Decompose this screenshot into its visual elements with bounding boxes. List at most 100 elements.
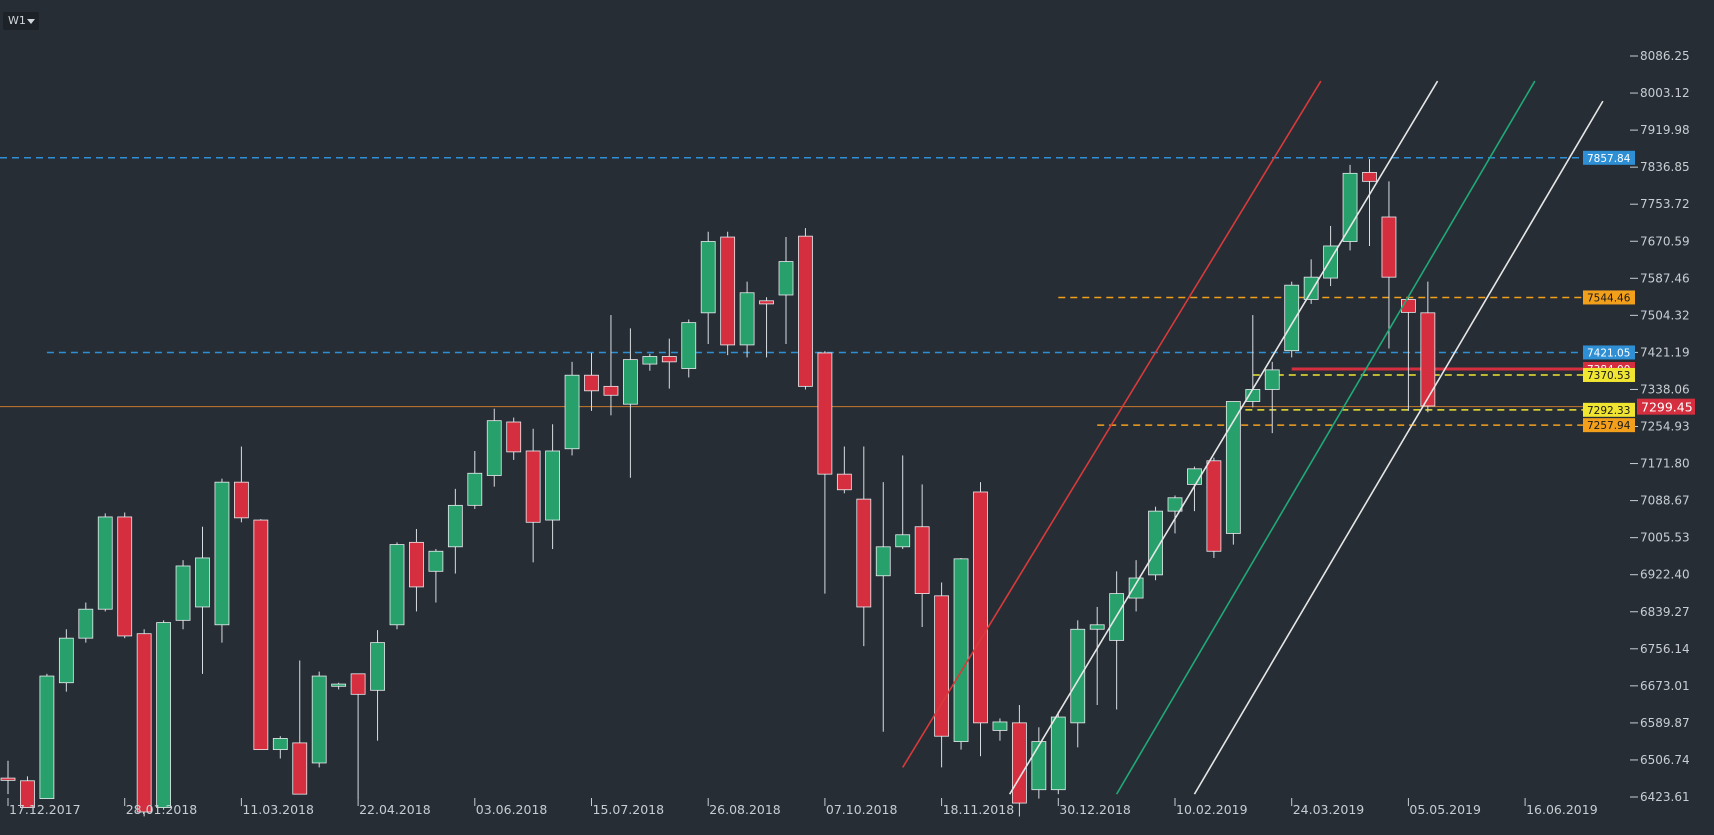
y-tick-label: 6922.40 (1640, 568, 1690, 582)
candle-body (953, 558, 969, 742)
candle-body (1128, 577, 1144, 599)
candle (370, 630, 385, 741)
candle (136, 629, 152, 817)
candle (545, 424, 560, 550)
level-tag-label: 7257.94 (1587, 420, 1631, 432)
candle-body (1031, 741, 1047, 791)
candle (214, 478, 230, 643)
candle (467, 450, 483, 509)
level-price-tag: 7544.46 (1583, 290, 1635, 305)
candle (1381, 181, 1397, 349)
candle-body (1167, 497, 1183, 512)
timeframe-label: W1 (8, 14, 26, 27)
y-tick-label: 6589.87 (1640, 716, 1690, 730)
trend-lines-group (902, 80, 1604, 795)
candle (486, 408, 502, 487)
candle-body (817, 352, 833, 475)
candle (992, 718, 1008, 741)
level-tag-bg (1583, 367, 1635, 382)
chevron-down-icon (27, 19, 35, 24)
candle (1225, 401, 1241, 545)
x-tick-label: 24.03.2019 (1293, 802, 1365, 817)
candle (895, 455, 911, 550)
y-tick-label: 6839.27 (1640, 605, 1690, 619)
candle (875, 482, 891, 732)
candle (39, 673, 55, 800)
candle (447, 488, 463, 574)
x-tick-label: 11.03.2018 (242, 802, 314, 817)
candle-body (914, 526, 930, 594)
level-tag-label: 7421.05 (1587, 347, 1630, 359)
candle-body (856, 498, 872, 608)
y-tick-label: 7254.93 (1640, 420, 1690, 434)
candle-body (1070, 628, 1086, 724)
candle-body (272, 738, 288, 750)
candle-body (1089, 624, 1105, 630)
candle (739, 281, 755, 358)
x-tick-label: 15.07.2018 (593, 802, 665, 817)
candle-body (798, 235, 813, 387)
y-tick-label: 7421.19 (1640, 345, 1690, 359)
candle-body (720, 236, 736, 346)
y-tick-label: 8086.25 (1640, 49, 1690, 63)
level-price-tag: 7857.84 (1583, 150, 1635, 165)
candle (409, 528, 424, 612)
candle-body (1381, 216, 1397, 278)
candle-body (233, 481, 249, 519)
level-tag-bg (1583, 345, 1635, 360)
x-tick-label: 17.12.2017 (9, 802, 81, 817)
y-tick-label: 7088.67 (1640, 494, 1690, 508)
candle (856, 446, 872, 647)
candle (661, 338, 677, 389)
level-tag-bg (1583, 290, 1635, 305)
x-tick-label: 16.06.2019 (1526, 802, 1598, 817)
candle (817, 351, 833, 594)
candle-body (97, 516, 113, 610)
candle-body (447, 504, 463, 548)
candle (1148, 506, 1163, 581)
candle-body (214, 481, 230, 626)
price-tags-group: 7857.847544.467421.057384.007370.537292.… (1583, 150, 1695, 433)
candle-body (681, 322, 697, 369)
y-tick-label: 6423.61 (1640, 790, 1690, 804)
y-tick-label: 6506.74 (1640, 753, 1690, 767)
candle-body (253, 519, 269, 750)
y-tick-label: 7670.59 (1640, 234, 1690, 248)
candle-body (389, 544, 405, 626)
candle-body (292, 742, 308, 795)
candle-body (1206, 460, 1222, 552)
candle-body (175, 565, 191, 621)
candle-body (136, 633, 152, 813)
candle-body (370, 642, 385, 691)
candle-body (486, 420, 502, 476)
candle-body (778, 261, 794, 296)
y-tick-label: 7587.46 (1640, 271, 1690, 285)
candle (311, 671, 327, 768)
candle-body (78, 608, 94, 639)
timeframe-selector[interactable]: W1 (3, 12, 39, 30)
candle-body (973, 491, 988, 724)
x-tick-label: 07.10.2018 (826, 802, 898, 817)
level-tag-bg (1583, 150, 1635, 165)
candle-body (836, 473, 852, 491)
candle (584, 352, 599, 411)
x-tick-label: 30.12.2018 (1059, 802, 1131, 817)
y-tick-label: 7836.85 (1640, 160, 1690, 174)
candle-body (311, 675, 327, 764)
candle-body (661, 356, 677, 363)
level-tag-label: 7544.46 (1587, 292, 1631, 304)
candle (564, 361, 580, 456)
trend-line-2 (1115, 80, 1536, 795)
candle-body (584, 374, 599, 392)
candle (1128, 560, 1144, 612)
candle (1420, 281, 1436, 413)
level-price-tag: 7421.05 (1583, 345, 1635, 360)
trend-line-3 (1193, 100, 1604, 795)
candle (1031, 727, 1047, 799)
candle-body (992, 721, 1008, 731)
candle-body (875, 546, 891, 577)
price-axis: 8086.25 8003.12 7919.98 7836.85 7753.72 7670.… (1630, 49, 1690, 804)
